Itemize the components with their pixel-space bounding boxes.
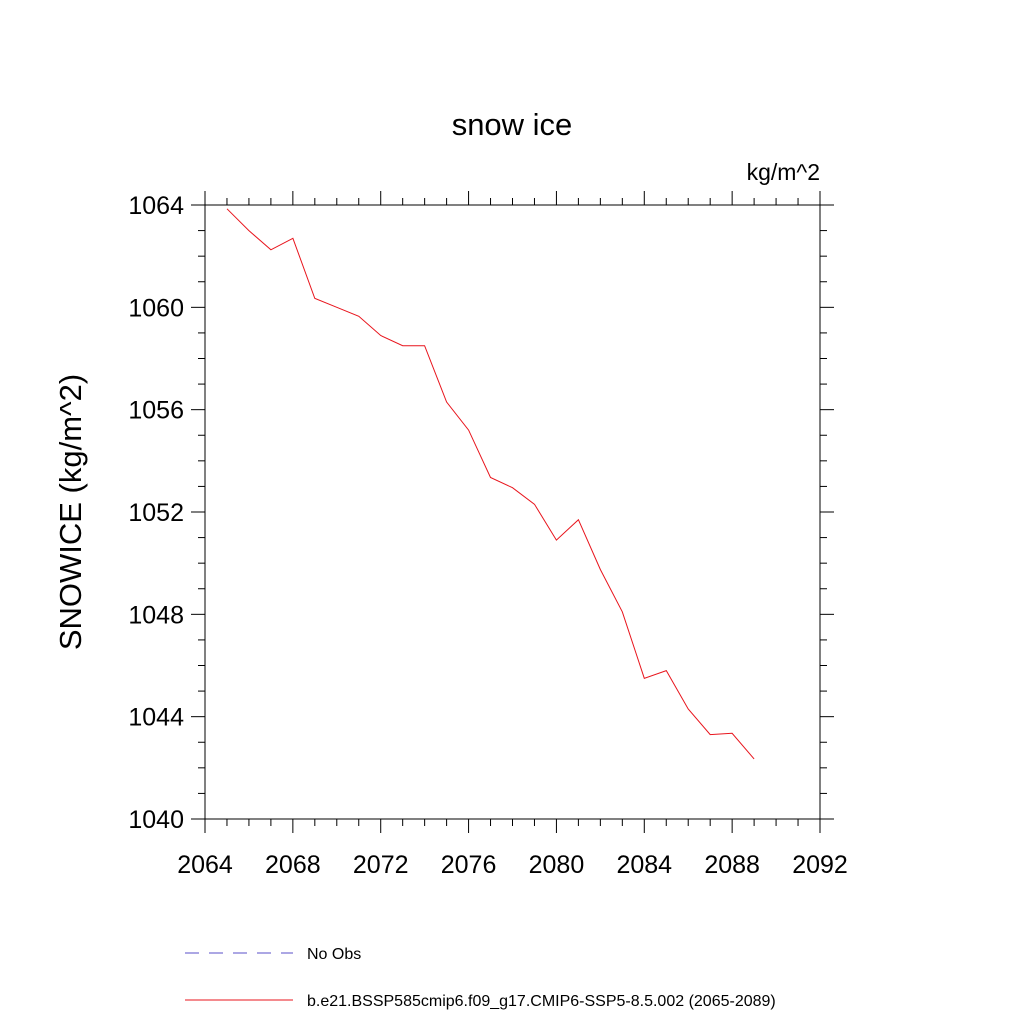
- y-tick-label: 1048: [128, 601, 184, 629]
- y-tick-label: 1056: [128, 397, 184, 425]
- legend-model-label: b.e21.BSSP585cmip6.f09_g17.CMIP6-SSP5-8.…: [307, 993, 776, 1010]
- chart-title: snow ice: [452, 107, 573, 142]
- legend-obs-label: No Obs: [307, 946, 361, 963]
- x-tick-label: 2072: [353, 851, 409, 879]
- x-tick-labels: 2064 2068 2072 2076 2080 2084 2088 2092: [177, 851, 848, 879]
- x-tick-label: 2080: [529, 851, 585, 879]
- series-lines: [226, 208, 755, 760]
- y-axis-label: SNOWICE (kg/m^2): [53, 374, 88, 650]
- x-tick-label: 2084: [616, 851, 672, 879]
- x-tick-label: 2064: [177, 851, 233, 879]
- y-tick-label: 1044: [128, 704, 184, 732]
- axis-ticks: [191, 191, 834, 833]
- x-tick-label: 2068: [265, 851, 321, 879]
- y-tick-label: 1052: [128, 499, 184, 527]
- x-tick-label: 2088: [704, 851, 760, 879]
- y-tick-label: 1064: [128, 192, 184, 220]
- plot-frame: [204, 204, 821, 820]
- y-tick-labels: 1040 1044 1048 1052 1056 1060 1064: [128, 192, 184, 834]
- legend: No Obs b.e21.BSSP585cmip6.f09_g17.CMIP6-…: [185, 946, 776, 1010]
- x-tick-label: 2092: [792, 851, 848, 879]
- y-tick-label: 1040: [128, 806, 184, 834]
- units-label: kg/m^2: [747, 159, 820, 185]
- y-tick-label: 1060: [128, 294, 184, 322]
- series-line-ssp585: [226, 208, 755, 760]
- x-tick-label: 2076: [441, 851, 497, 879]
